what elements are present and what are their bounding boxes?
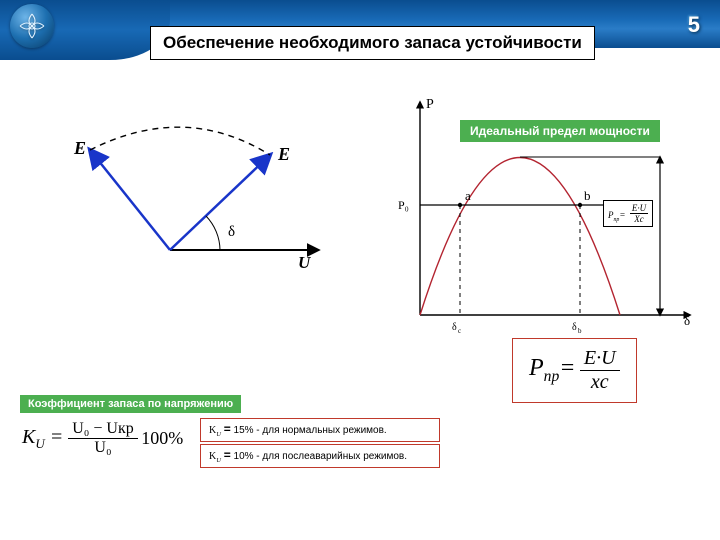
- ku-formula: KU = U₀ − UкрU₀ 100%: [22, 420, 183, 457]
- label-U: U: [298, 253, 311, 272]
- axis-delta: δ: [684, 313, 690, 328]
- pt-b: b: [584, 188, 591, 203]
- logo-icon: [17, 11, 47, 41]
- label-E-right: E: [277, 144, 290, 164]
- ku-rules: KU = 15% - для нормальных режимов. KU = …: [200, 416, 440, 468]
- page-title: Обеспечение необходимого запаса устойчив…: [150, 26, 595, 60]
- main-formula: Pпр= E·Uxс: [512, 338, 637, 403]
- main-formula-lhs: Pпр=: [529, 355, 575, 381]
- badge-voltage-margin: Коэффициент запаса по напряжению: [20, 395, 241, 413]
- vector-diagram: E E U δ: [60, 110, 350, 290]
- ku-rule-1: KU = 15% - для нормальных режимов.: [200, 418, 440, 442]
- page-number: 5: [688, 12, 700, 38]
- svg-text:c: c: [458, 327, 461, 335]
- label-delta: δ: [228, 224, 235, 240]
- ku-rule-2: KU = 10% - для послеаварийных режимов.: [200, 444, 440, 468]
- svg-text:b: b: [578, 327, 582, 335]
- axis-P: P: [426, 97, 434, 112]
- pt-a: a: [465, 188, 471, 203]
- delta-c: δ: [452, 322, 457, 333]
- label-E-left: E: [73, 138, 86, 158]
- axis-P0: P₀: [398, 198, 409, 212]
- tiny-formula-ppr: Pпр= E·UXс: [603, 200, 653, 227]
- brand-logo: [10, 4, 54, 48]
- tiny-formula-lhs: Pпр=: [608, 210, 625, 220]
- delta-b: δ: [572, 322, 577, 333]
